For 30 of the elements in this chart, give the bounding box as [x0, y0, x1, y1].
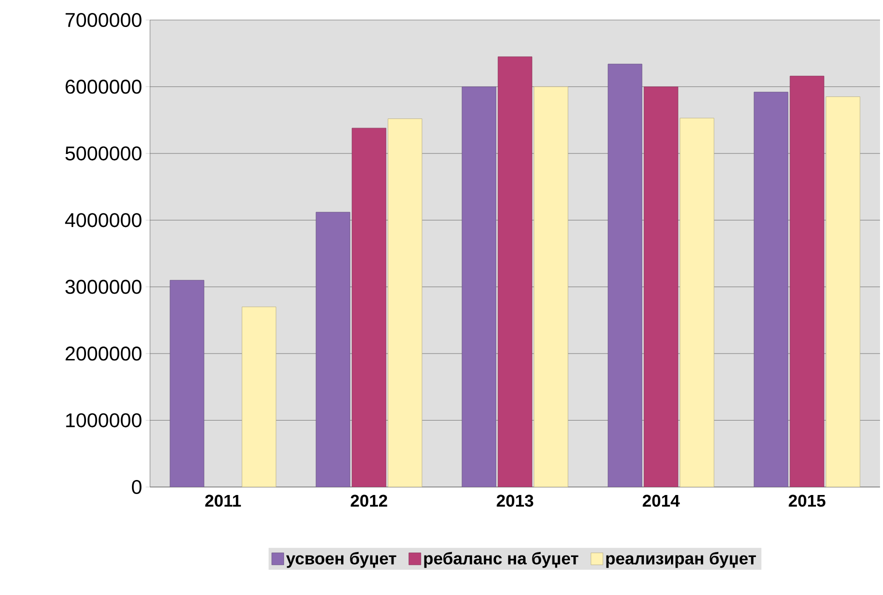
bar [388, 118, 422, 487]
bar [680, 118, 714, 487]
y-tick-label: 7000000 [66, 12, 142, 28]
y-tick-label: 6000000 [66, 80, 142, 94]
y-tick-label: 3000000 [65, 280, 142, 294]
y-tick-label: 2000000 [66, 346, 142, 361]
x-tick-label: 2013 [496, 494, 534, 507]
y-tick-label: 1000000 [66, 413, 142, 428]
bar [462, 86, 496, 487]
bar [826, 96, 860, 487]
y-tick-label: 4000000 [65, 213, 142, 228]
bar [352, 128, 386, 487]
bar [170, 280, 204, 487]
legend-label: ребаланс на буџет [424, 552, 578, 568]
x-tick-label: 2015 [788, 494, 826, 507]
legend-label: усвоен буџет [286, 552, 396, 568]
bar [790, 76, 824, 487]
x-tick-label: 2012 [350, 494, 388, 507]
bar [316, 212, 350, 487]
y-tick-label: 0 [132, 480, 142, 494]
x-tick-label: 2011 [205, 494, 241, 507]
bar [644, 86, 678, 487]
bar [754, 92, 788, 487]
bar [242, 306, 276, 487]
y-tick-label: 5000000 [65, 146, 142, 160]
x-tick-label: 2014 [642, 494, 680, 507]
bar [534, 86, 568, 487]
bar [608, 64, 642, 487]
legend-label: реализиран буџет [606, 552, 756, 568]
bar [498, 56, 532, 487]
